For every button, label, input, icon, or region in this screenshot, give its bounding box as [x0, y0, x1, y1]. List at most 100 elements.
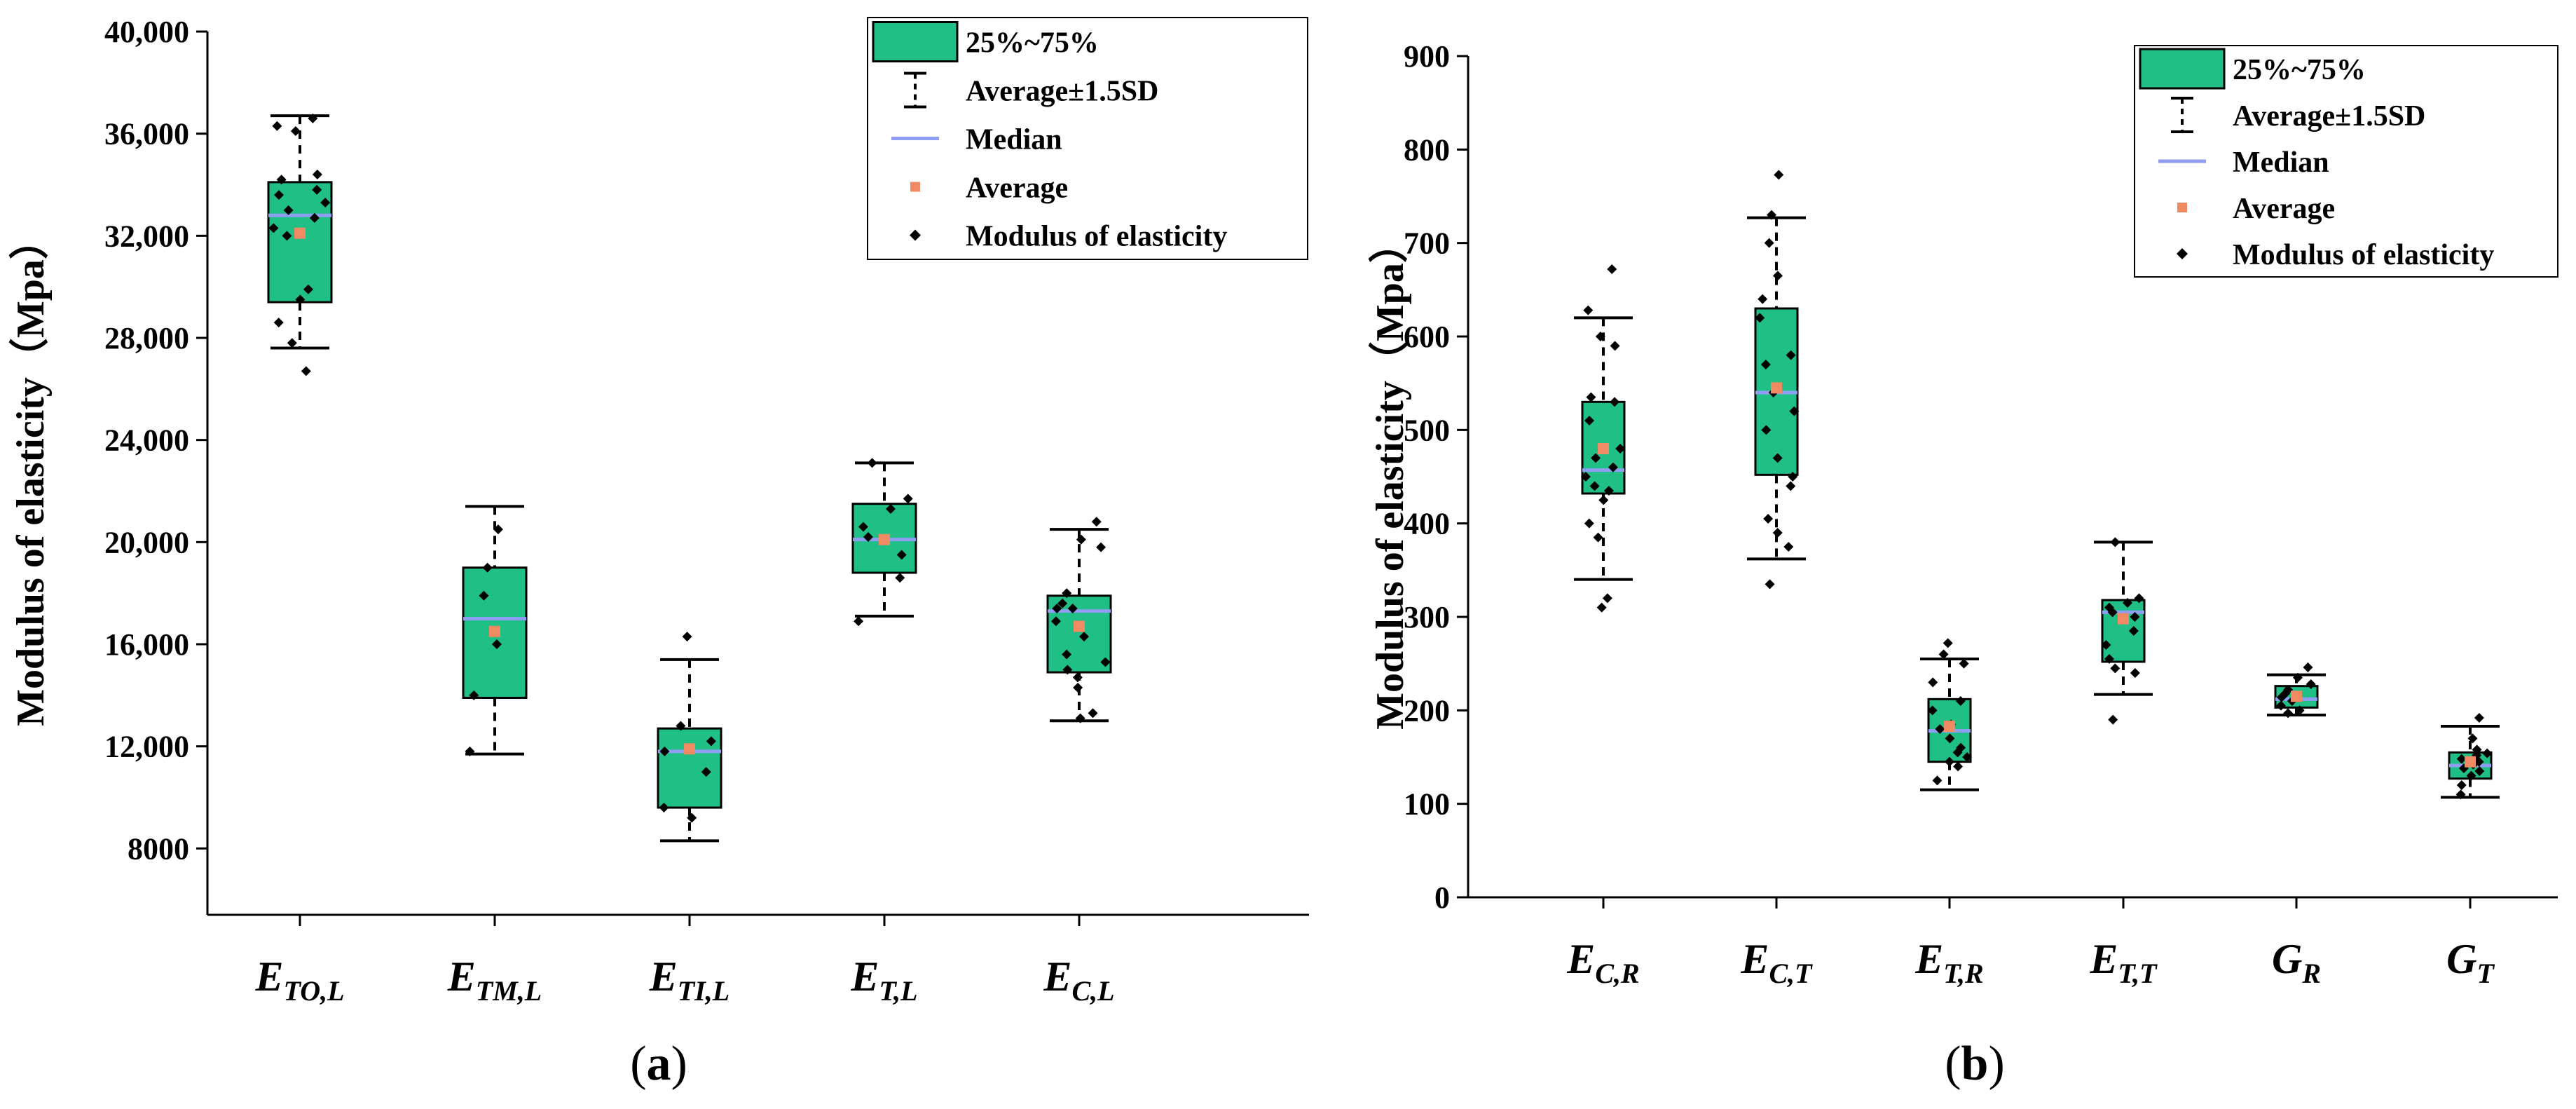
data-point [1763, 514, 1774, 524]
legend-average-label: Average [966, 172, 1068, 205]
panel-a-chart: 8000 12,000 16,000 20,000 24,000 28,000 32,000… [8, 15, 1309, 1091]
data-point [1959, 658, 1969, 669]
data-point [1591, 453, 1601, 463]
data-point [1932, 775, 1943, 786]
data-point [2101, 640, 2111, 650]
data-point [854, 616, 864, 627]
legend-average-swatch [910, 182, 920, 192]
iqr-box [267, 181, 333, 304]
data-point [1788, 472, 1798, 482]
data-point [1767, 210, 1777, 220]
y-tick-label: 300 [1404, 600, 1450, 634]
data-point [1955, 696, 1966, 706]
category-label-subscript: C,R [1595, 958, 1639, 989]
data-point [276, 175, 287, 185]
data-point [1100, 657, 1111, 667]
data-point [1602, 593, 1612, 604]
y-axis-title: Modulus of elasticity（Mpa） [1368, 224, 1412, 730]
category-label: ETO,L [254, 953, 344, 1007]
data-point [287, 338, 297, 348]
data-point [858, 522, 868, 532]
data-point [2134, 593, 2144, 604]
y-tick-label: 32,000 [104, 219, 189, 253]
category-label-main: G [2272, 936, 2302, 982]
data-point [1595, 332, 1605, 341]
y-tick-label: 400 [1404, 507, 1450, 541]
y-tick-label: 36,000 [104, 117, 189, 151]
data-point [1075, 713, 1085, 723]
data-point [1758, 294, 1768, 304]
category-label: GT [2446, 936, 2495, 989]
legend-box-label: 25%~75% [966, 27, 1099, 60]
data-point [1786, 350, 1796, 360]
data-point [2474, 713, 2484, 723]
data-point [272, 121, 282, 131]
data-point [1091, 517, 1102, 527]
data-point [301, 366, 311, 376]
data-point [896, 550, 907, 560]
data-point [2130, 668, 2140, 678]
data-point [2467, 733, 2478, 744]
category-label: EC,R [1566, 936, 1639, 989]
data-point [659, 803, 669, 813]
legend-median-label: Median [966, 124, 1062, 156]
panel-label-paren-close: ) [1988, 1037, 2004, 1091]
mean-marker [1074, 620, 1085, 632]
category-label: ET,R [1914, 936, 1983, 989]
mean-marker [1771, 382, 1782, 394]
data-point [895, 573, 905, 583]
data-point [1927, 705, 1938, 716]
category-label-main: E [447, 953, 476, 1000]
category-label-main: E [1914, 936, 1943, 982]
panel-label-letter: b [1961, 1037, 1989, 1091]
y-tick-label: 0 [1434, 880, 1450, 915]
legend-point-label: Modulus of elasticity [966, 221, 1227, 253]
data-point [1945, 733, 1955, 744]
data-point [1789, 406, 1800, 416]
data-point [1772, 271, 1783, 281]
data-point [676, 721, 686, 731]
data-point [2130, 612, 2140, 622]
data-point [1589, 481, 1600, 491]
data-point [2294, 705, 2305, 716]
data-point [1067, 604, 1078, 614]
data-point [2110, 537, 2121, 547]
data-point [1783, 542, 1794, 552]
data-point [2474, 766, 2485, 776]
y-tick-label: 28,000 [104, 321, 189, 355]
category-label: ETI,L [649, 953, 729, 1007]
legend-point-swatch [910, 229, 921, 241]
data-point [1772, 528, 1783, 538]
category-label: GR [2272, 936, 2321, 989]
data-point [1962, 752, 1973, 762]
data-point [1615, 444, 1626, 454]
data-point [469, 690, 479, 700]
data-point [659, 746, 670, 756]
data-point [1765, 579, 1775, 590]
data-point [701, 767, 711, 777]
panel-label-letter: a [647, 1037, 671, 1091]
legend-median-label: Median [2233, 147, 2329, 179]
data-point [706, 736, 716, 747]
data-point [1607, 264, 1617, 274]
panel-label-paren-open: ( [630, 1037, 646, 1091]
data-point [1928, 677, 1938, 688]
legend-average-swatch [2177, 203, 2187, 212]
data-point [2110, 663, 2121, 674]
y-tick-label: 600 [1404, 320, 1450, 354]
data-point [282, 231, 292, 241]
mean-marker [2118, 613, 2129, 625]
data-point [863, 532, 873, 543]
legend-average-label: Average [2233, 193, 2335, 225]
category-label-main: E [649, 953, 678, 1000]
data-point [1584, 416, 1594, 426]
category-label-subscript: TO,L [284, 975, 345, 1007]
data-point [2292, 672, 2303, 683]
data-point [308, 113, 318, 123]
data-point [2472, 744, 2482, 755]
data-point [465, 746, 475, 756]
category-label-main: E [254, 953, 283, 1000]
category-label-subscript: T,T [2118, 958, 2158, 989]
data-point [2283, 708, 2294, 719]
